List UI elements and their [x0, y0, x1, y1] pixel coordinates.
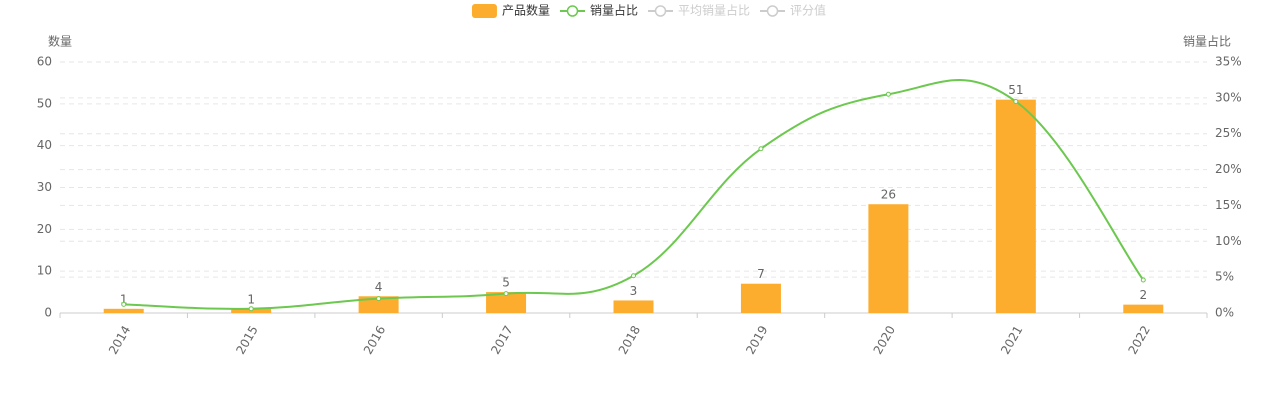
line-point [248, 306, 254, 312]
x-tick-label: 2020 [871, 323, 898, 356]
line-point [758, 146, 764, 152]
bar-value-label: 7 [757, 267, 765, 281]
y-tick-label: 10 [37, 264, 52, 278]
bar [868, 204, 909, 313]
bar-value-label: 2 [1139, 288, 1147, 302]
bar [995, 99, 1036, 314]
legend-swatch [566, 5, 579, 17]
legend-label: 平均销量占比 [678, 3, 750, 18]
y2-tick-label: 35% [1215, 55, 1242, 69]
x-tick-label: 2017 [488, 323, 515, 356]
line-point [1013, 98, 1019, 104]
line-point [376, 296, 382, 302]
bar-value-label: 51 [1008, 83, 1023, 97]
legend-item[interactable]: 平均销量占比 [648, 3, 750, 18]
bar [740, 283, 781, 313]
legend: 产品数量 销量占比 平均销量占比 评分值 [471, 3, 826, 19]
bar-value-label: 5 [502, 276, 510, 290]
y-tick-label: 0 [44, 306, 52, 320]
bar-value-label: 4 [375, 280, 383, 294]
bar [1123, 304, 1164, 313]
y2-tick-label: 0% [1215, 306, 1234, 320]
bar-value-label: 1 [247, 292, 255, 306]
x-tick-label: 2015 [233, 323, 260, 356]
line-point [1140, 277, 1146, 283]
legend-item[interactable]: 销量占比 [559, 3, 638, 18]
legend-item[interactable]: 评分值 [760, 3, 826, 18]
bar [613, 300, 654, 313]
line [123, 79, 1145, 310]
x-tick-label: 2021 [998, 323, 1025, 356]
bar [486, 292, 527, 313]
legend-label: 产品数量 [502, 3, 550, 18]
bar [358, 296, 399, 313]
legend-swatch [766, 5, 779, 17]
legend-swatch [471, 4, 497, 18]
x-tick-label: 2016 [361, 323, 388, 356]
y-tick-label: 20 [37, 222, 52, 236]
y2-axis-title: 销量占比 [1183, 34, 1231, 49]
x-tick-label: 2014 [106, 323, 133, 356]
y-tick-label: 40 [37, 138, 52, 152]
x-tick-label: 2022 [1126, 323, 1153, 356]
y-tick-label: 60 [37, 55, 52, 69]
bar-value-label: 26 [881, 188, 896, 202]
x-tick-label: 2019 [743, 323, 770, 356]
y-tick-label: 50 [37, 96, 52, 110]
legend-item[interactable]: 产品数量 [471, 3, 550, 19]
bar-value-label: 1 [120, 292, 128, 306]
y2-tick-label: 30% [1215, 90, 1242, 104]
y2-tick-label: 10% [1215, 234, 1242, 248]
bar-value-label: 3 [630, 284, 638, 298]
bar [103, 308, 144, 313]
y-axis-title: 数量 [48, 34, 72, 49]
y2-tick-label: 15% [1215, 198, 1242, 212]
y2-tick-label: 25% [1215, 126, 1242, 140]
y-tick-label: 30 [37, 180, 52, 194]
y2-tick-label: 20% [1215, 162, 1242, 176]
legend-label: 销量占比 [590, 3, 638, 18]
y2-tick-label: 5% [1215, 270, 1234, 284]
x-tick-label: 2018 [616, 323, 643, 356]
line-point [885, 91, 891, 97]
line-point [631, 273, 636, 279]
legend-label: 评分值 [790, 3, 826, 18]
legend-swatch [654, 5, 667, 17]
line-point [121, 301, 127, 307]
line-point [503, 291, 509, 297]
